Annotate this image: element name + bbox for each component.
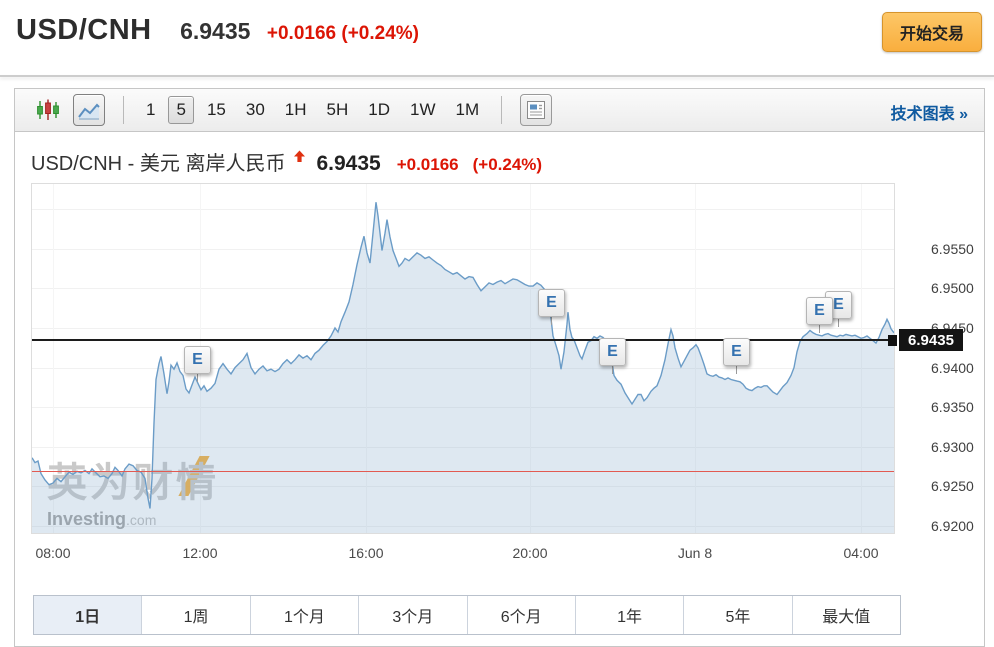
range-tab-5年[interactable]: 5年 — [684, 596, 793, 634]
range-tab-3个月[interactable]: 3个月 — [359, 596, 468, 634]
header-price: 6.9435 — [180, 18, 251, 44]
event-marker[interactable]: E — [184, 346, 211, 374]
event-marker-stem — [197, 373, 198, 382]
v-gridline — [695, 184, 696, 533]
y-axis-label: 6.9400 — [931, 360, 974, 376]
prev-close-line — [32, 471, 894, 472]
interval-30[interactable]: 30 — [245, 100, 265, 119]
y-axis-label: 6.9500 — [931, 280, 974, 296]
x-axis-label: 08:00 — [35, 545, 71, 561]
v-gridline — [53, 184, 54, 533]
chart-title-row: USD/CNH - 美元 离岸人民币 6.9435 +0.0166 (+0.24… — [31, 147, 968, 177]
h-gridline — [32, 249, 894, 250]
x-axis-label: 04:00 — [843, 545, 879, 561]
range-tab-1日[interactable]: 1日 — [34, 596, 143, 634]
chart-change: +0.0166 — [396, 155, 459, 174]
chart-widget: 1 5 15 30 1H 5H 1D 1W 1M 技术图表 » USD/CNH - 美元 离岸人… — [14, 88, 985, 647]
range-tabs: 1日 1周 1个月 3个月 6个月 1年 5年 最大值 — [33, 595, 901, 635]
event-marker[interactable]: E — [599, 338, 626, 366]
chart-title: USD/CNH - 美元 离岸人民币 — [31, 153, 286, 175]
interval-5[interactable]: 5 — [168, 96, 194, 124]
chart-change-percent: (+0.24%) — [472, 155, 543, 174]
x-axis: 08:00 12:00 16:00 20:00 Jun 8 04:00 — [31, 534, 895, 564]
event-marker[interactable]: E — [806, 297, 833, 325]
symbol-title: USD/CNH — [16, 14, 152, 46]
interval-group: 1 5 15 30 1H 5H 1D 1W 1M — [136, 96, 489, 124]
range-tab-最大值[interactable]: 最大值 — [792, 596, 900, 634]
header-divider — [0, 75, 994, 77]
h-gridline — [32, 209, 894, 210]
x-axis-label: Jun 8 — [677, 545, 713, 561]
v-gridline — [530, 184, 531, 533]
last-price-tick — [888, 335, 897, 346]
candlestick-icon[interactable] — [35, 97, 61, 123]
interval-1W[interactable]: 1W — [409, 100, 436, 119]
h-gridline — [32, 288, 894, 289]
event-marker-stem — [551, 316, 552, 325]
h-gridline — [32, 486, 894, 487]
y-axis-label: 6.9250 — [931, 478, 974, 494]
h-gridline — [32, 368, 894, 369]
x-axis-label: 20:00 — [512, 545, 548, 561]
x-axis-label: 12:00 — [182, 545, 218, 561]
news-icon[interactable] — [520, 94, 553, 126]
event-marker[interactable]: E — [723, 338, 750, 366]
range-tab-1个月[interactable]: 1个月 — [250, 596, 360, 634]
current-price-line — [32, 339, 894, 341]
line-chart-icon[interactable] — [73, 94, 105, 126]
y-axis: 6.9550 6.9500 6.9450 6.9400 6.9350 6.9300 6.92… — [903, 183, 974, 534]
event-marker-stem — [736, 365, 737, 374]
y-axis-label: 6.9350 — [931, 399, 974, 415]
v-gridline — [861, 184, 862, 533]
price-series — [32, 202, 894, 533]
h-gridline — [32, 447, 894, 448]
page-header: USD/CNH 6.9435 +0.0166 (+0.24%) 开始交易 — [0, 0, 994, 66]
range-tab-1周[interactable]: 1周 — [142, 596, 251, 634]
chart-section: USD/CNH - 美元 离岸人民币 6.9435 +0.0166 (+0.24… — [15, 147, 984, 635]
interval-1D[interactable]: 1D — [368, 100, 390, 119]
v-gridline — [366, 184, 367, 533]
toolbar-separator — [123, 96, 124, 124]
header-change: +0.0166 (+0.24%) — [266, 23, 420, 44]
interval-1[interactable]: 1 — [146, 100, 156, 119]
range-tab-1年[interactable]: 1年 — [575, 596, 685, 634]
x-axis-label: 16:00 — [348, 545, 384, 561]
y-axis-label: 6.9300 — [931, 439, 974, 455]
h-gridline — [32, 328, 894, 329]
event-marker-stem — [819, 324, 820, 333]
current-price-badge: 6.9435 — [899, 329, 963, 351]
interval-1H[interactable]: 1H — [284, 100, 307, 119]
y-axis-label: 6.9200 — [931, 518, 974, 534]
up-arrow-icon — [293, 150, 306, 168]
interval-15[interactable]: 15 — [206, 100, 226, 119]
interval-5H[interactable]: 5H — [326, 100, 349, 119]
h-gridline — [32, 407, 894, 408]
range-tab-6个月[interactable]: 6个月 — [467, 596, 576, 634]
chart-toolbar: 1 5 15 30 1H 5H 1D 1W 1M 技术图表 » — [15, 89, 984, 132]
event-marker-stem — [838, 318, 839, 327]
event-marker[interactable]: E — [538, 289, 565, 317]
start-trading-button[interactable]: 开始交易 — [881, 12, 982, 52]
toolbar-separator — [501, 96, 503, 124]
technical-chart-link[interactable]: 技术图表 » — [890, 106, 968, 123]
h-gridline — [32, 526, 894, 527]
event-marker-stem — [612, 365, 613, 374]
y-axis-label: 6.9550 — [931, 241, 974, 257]
interval-1M[interactable]: 1M — [455, 100, 480, 119]
chart-price: 6.9435 — [316, 152, 381, 175]
